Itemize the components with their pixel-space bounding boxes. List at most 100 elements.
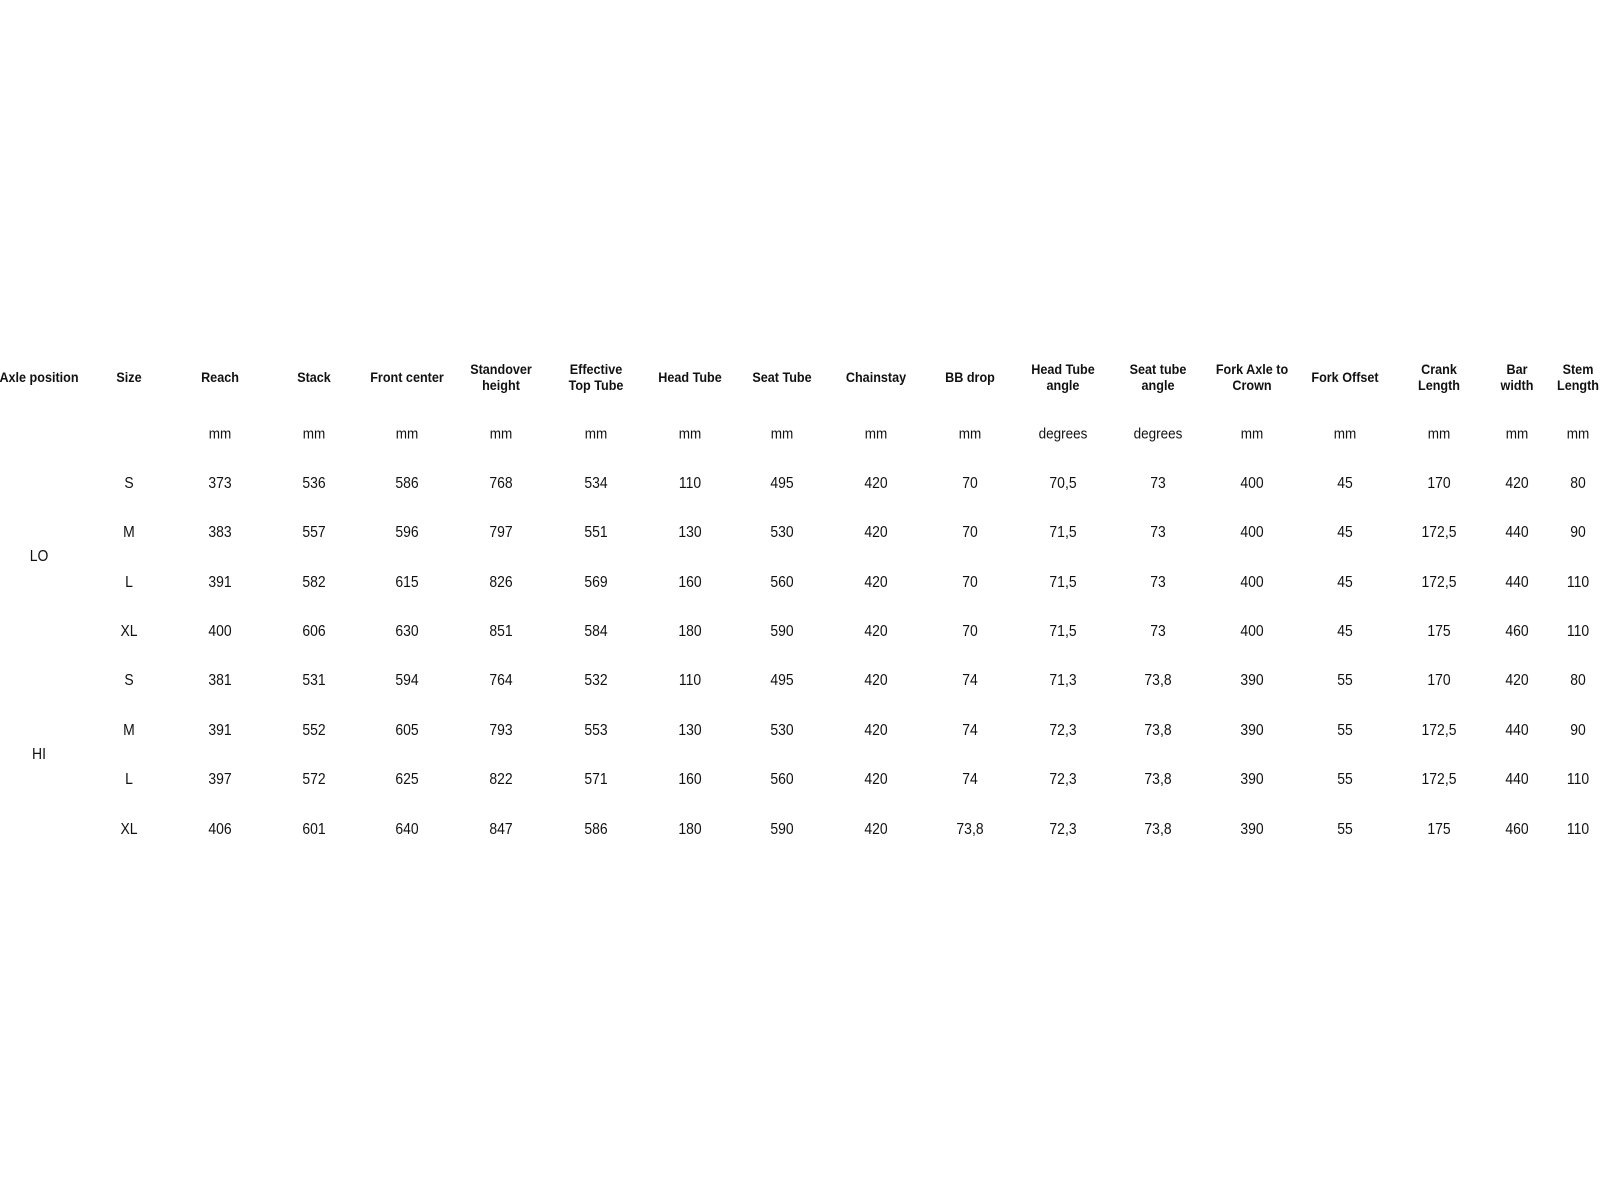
table-cell: 826	[489, 574, 513, 591]
table-cell: 420	[864, 623, 888, 640]
table-cell: 400	[1240, 475, 1264, 492]
table-cell: 172,5	[1421, 771, 1457, 788]
table-cell: 400	[1240, 574, 1264, 591]
table-cell: 74	[962, 722, 978, 739]
table-cell: 90	[1570, 524, 1586, 541]
table-cell: 596	[395, 524, 419, 541]
table-cell: 45	[1337, 475, 1353, 492]
table-cell: 175	[1427, 623, 1451, 640]
unit-label: mm	[1240, 425, 1264, 443]
table-cell: 420	[864, 524, 888, 541]
table-cell: 70,5	[1049, 475, 1077, 492]
table-cell: 72,3	[1049, 771, 1077, 788]
column-header: Chainstay	[845, 369, 907, 385]
table-cell: 553	[584, 722, 608, 739]
size-cell: L	[125, 574, 133, 591]
table-cell: 71,5	[1049, 524, 1077, 541]
table-cell: 625	[395, 771, 419, 788]
table-cell: 55	[1337, 672, 1353, 689]
table-cell: 45	[1337, 623, 1353, 640]
table-cell: 557	[302, 524, 326, 541]
column-header: Fork Offset	[1311, 369, 1379, 385]
unit-label: mm	[678, 425, 702, 443]
column-header: Size	[116, 369, 142, 385]
table-cell: 390	[1240, 771, 1264, 788]
unit-label: mm	[584, 425, 608, 443]
table-cell: 586	[395, 475, 419, 492]
unit-label: mm	[489, 425, 513, 443]
table-cell: 560	[770, 771, 794, 788]
column-header: Standover height	[470, 361, 532, 393]
table-cell: 460	[1505, 623, 1529, 640]
table-cell: 110	[1566, 821, 1590, 838]
table-cell: 74	[962, 771, 978, 788]
table-cell: 170	[1427, 672, 1451, 689]
table-cell: 55	[1337, 821, 1353, 838]
table-cell: 530	[770, 524, 794, 541]
table-cell: 73,8	[1144, 722, 1172, 739]
table-cell: 530	[770, 722, 794, 739]
table-cell: 73,8	[956, 821, 984, 838]
table-cell: 180	[678, 623, 702, 640]
table-cell: 420	[864, 771, 888, 788]
table-cell: 74	[962, 672, 978, 689]
column-header: Seat Tube	[752, 369, 812, 385]
table-cell: 797	[489, 524, 513, 541]
table-cell: 582	[302, 574, 326, 591]
table-cell: 601	[302, 821, 326, 838]
size-cell: XL	[120, 821, 138, 838]
size-cell: M	[123, 524, 135, 541]
unit-label: mm	[1505, 425, 1529, 443]
table-cell: 73,8	[1144, 672, 1172, 689]
column-header: Head Tube angle	[1031, 361, 1095, 393]
column-header: BB drop	[945, 369, 995, 385]
table-cell: 45	[1337, 524, 1353, 541]
table-cell: 73	[1150, 524, 1166, 541]
table-cell: 110	[1566, 574, 1590, 591]
table-cell: 440	[1505, 524, 1529, 541]
table-cell: 440	[1505, 574, 1529, 591]
table-cell: 130	[678, 524, 702, 541]
column-header: Fork Axle to Crown	[1215, 361, 1289, 393]
table-cell: 606	[302, 623, 326, 640]
table-cell: 768	[489, 475, 513, 492]
column-header: Crank Length	[1418, 361, 1460, 393]
table-cell: 569	[584, 574, 608, 591]
unit-label: mm	[1566, 425, 1590, 443]
table-cell: 531	[302, 672, 326, 689]
table-cell: 590	[770, 623, 794, 640]
table-cell: 110	[678, 475, 702, 492]
table-cell: 440	[1505, 722, 1529, 739]
column-header: Front center	[370, 369, 444, 385]
table-cell: 175	[1427, 821, 1451, 838]
table-cell: 80	[1570, 475, 1586, 492]
size-cell: M	[123, 722, 135, 739]
table-cell: 572	[302, 771, 326, 788]
size-cell: XL	[120, 623, 138, 640]
unit-label: mm	[208, 425, 232, 443]
table-cell: 390	[1240, 821, 1264, 838]
table-cell: 72,3	[1049, 821, 1077, 838]
table-cell: 605	[395, 722, 419, 739]
table-cell: 73,8	[1144, 821, 1172, 838]
table-cell: 73,8	[1144, 771, 1172, 788]
table-cell: 90	[1570, 722, 1586, 739]
table-cell: 391	[208, 722, 232, 739]
table-cell: 406	[208, 821, 232, 838]
table-cell: 420	[864, 672, 888, 689]
unit-label: mm	[1333, 425, 1357, 443]
table-cell: 70	[962, 524, 978, 541]
unit-label: mm	[1427, 425, 1451, 443]
table-cell: 551	[584, 524, 608, 541]
column-header: Head Tube	[658, 369, 722, 385]
table-cell: 594	[395, 672, 419, 689]
table-cell: 170	[1427, 475, 1451, 492]
table-cell: 460	[1505, 821, 1529, 838]
table-cell: 72,3	[1049, 722, 1077, 739]
table-cell: 584	[584, 623, 608, 640]
table-cell: 532	[584, 672, 608, 689]
table-cell: 420	[864, 475, 888, 492]
table-cell: 630	[395, 623, 419, 640]
unit-label: mm	[395, 425, 419, 443]
size-cell: L	[125, 771, 133, 788]
